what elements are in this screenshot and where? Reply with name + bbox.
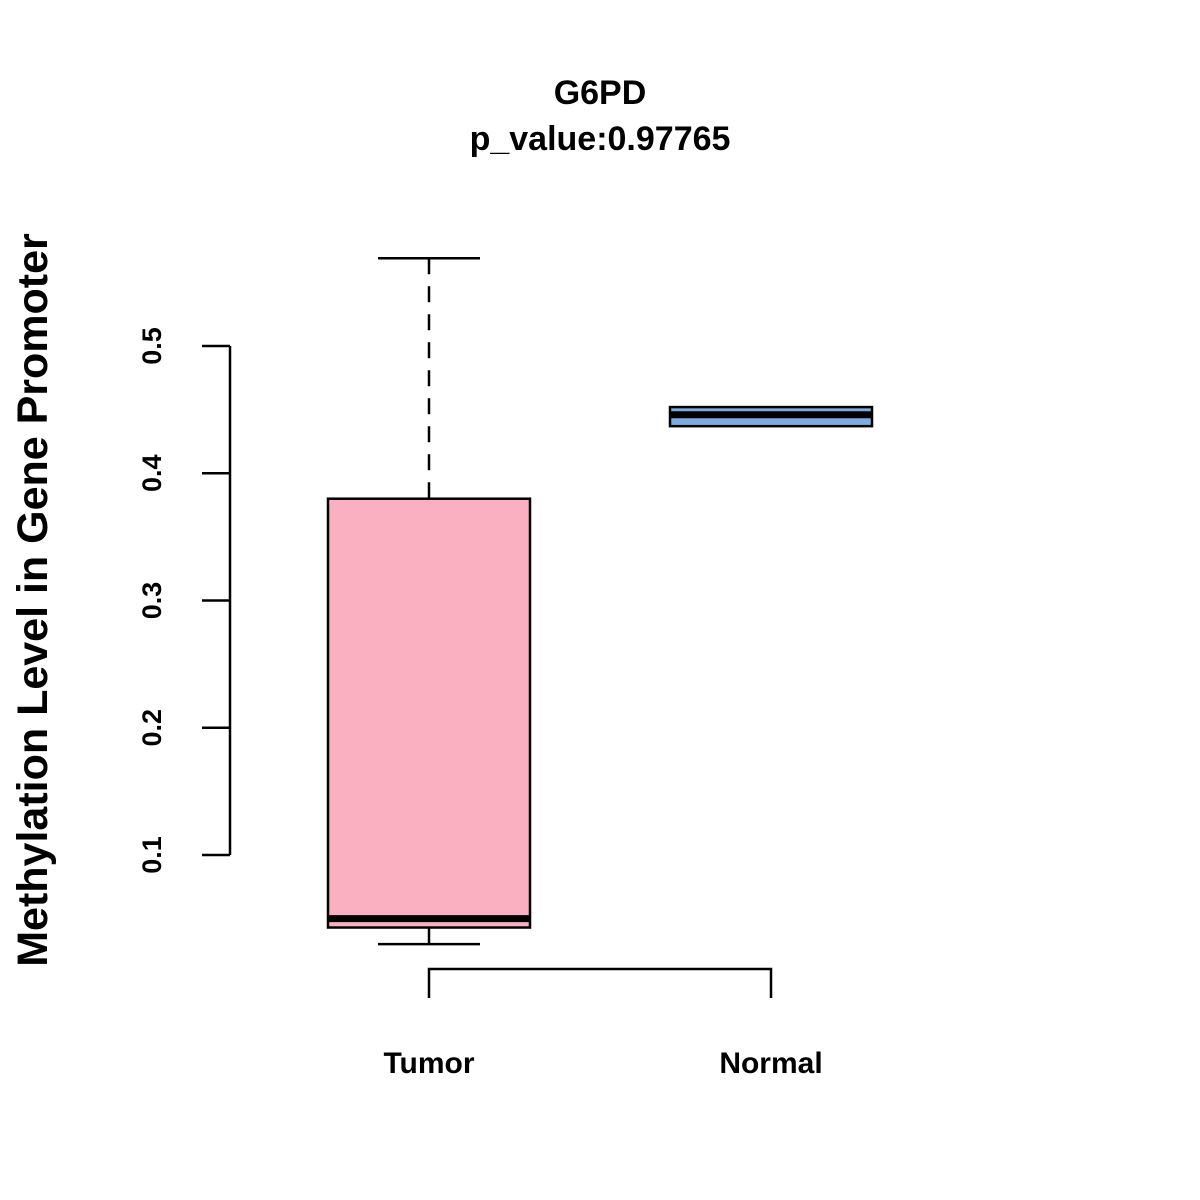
chart-title: G6PD	[554, 74, 647, 112]
y-axis: 0.1 0.2 0.3 0.4 0.5	[137, 327, 232, 874]
box-normal	[668, 405, 874, 428]
chart-subtitle: p_value:0.97765	[470, 120, 731, 158]
boxes	[326, 256, 874, 946]
y-tick-label: 0.4	[137, 454, 167, 492]
x-axis-line	[427, 967, 773, 998]
y-tick-label: 0.1	[137, 836, 167, 874]
y-tick-label: 0.2	[137, 709, 167, 747]
y-tick-label: 0.5	[137, 327, 167, 365]
box-tumor	[326, 256, 532, 946]
x-axis: Tumor Normal	[383, 967, 823, 1080]
y-tick-label: 0.3	[137, 582, 167, 620]
x-tick-label: Normal	[719, 1047, 822, 1080]
x-tick-label: Tumor	[383, 1047, 474, 1080]
box-iqr	[326, 497, 532, 929]
y-axis-label: Methylation Level in Gene Promoter	[9, 233, 57, 967]
